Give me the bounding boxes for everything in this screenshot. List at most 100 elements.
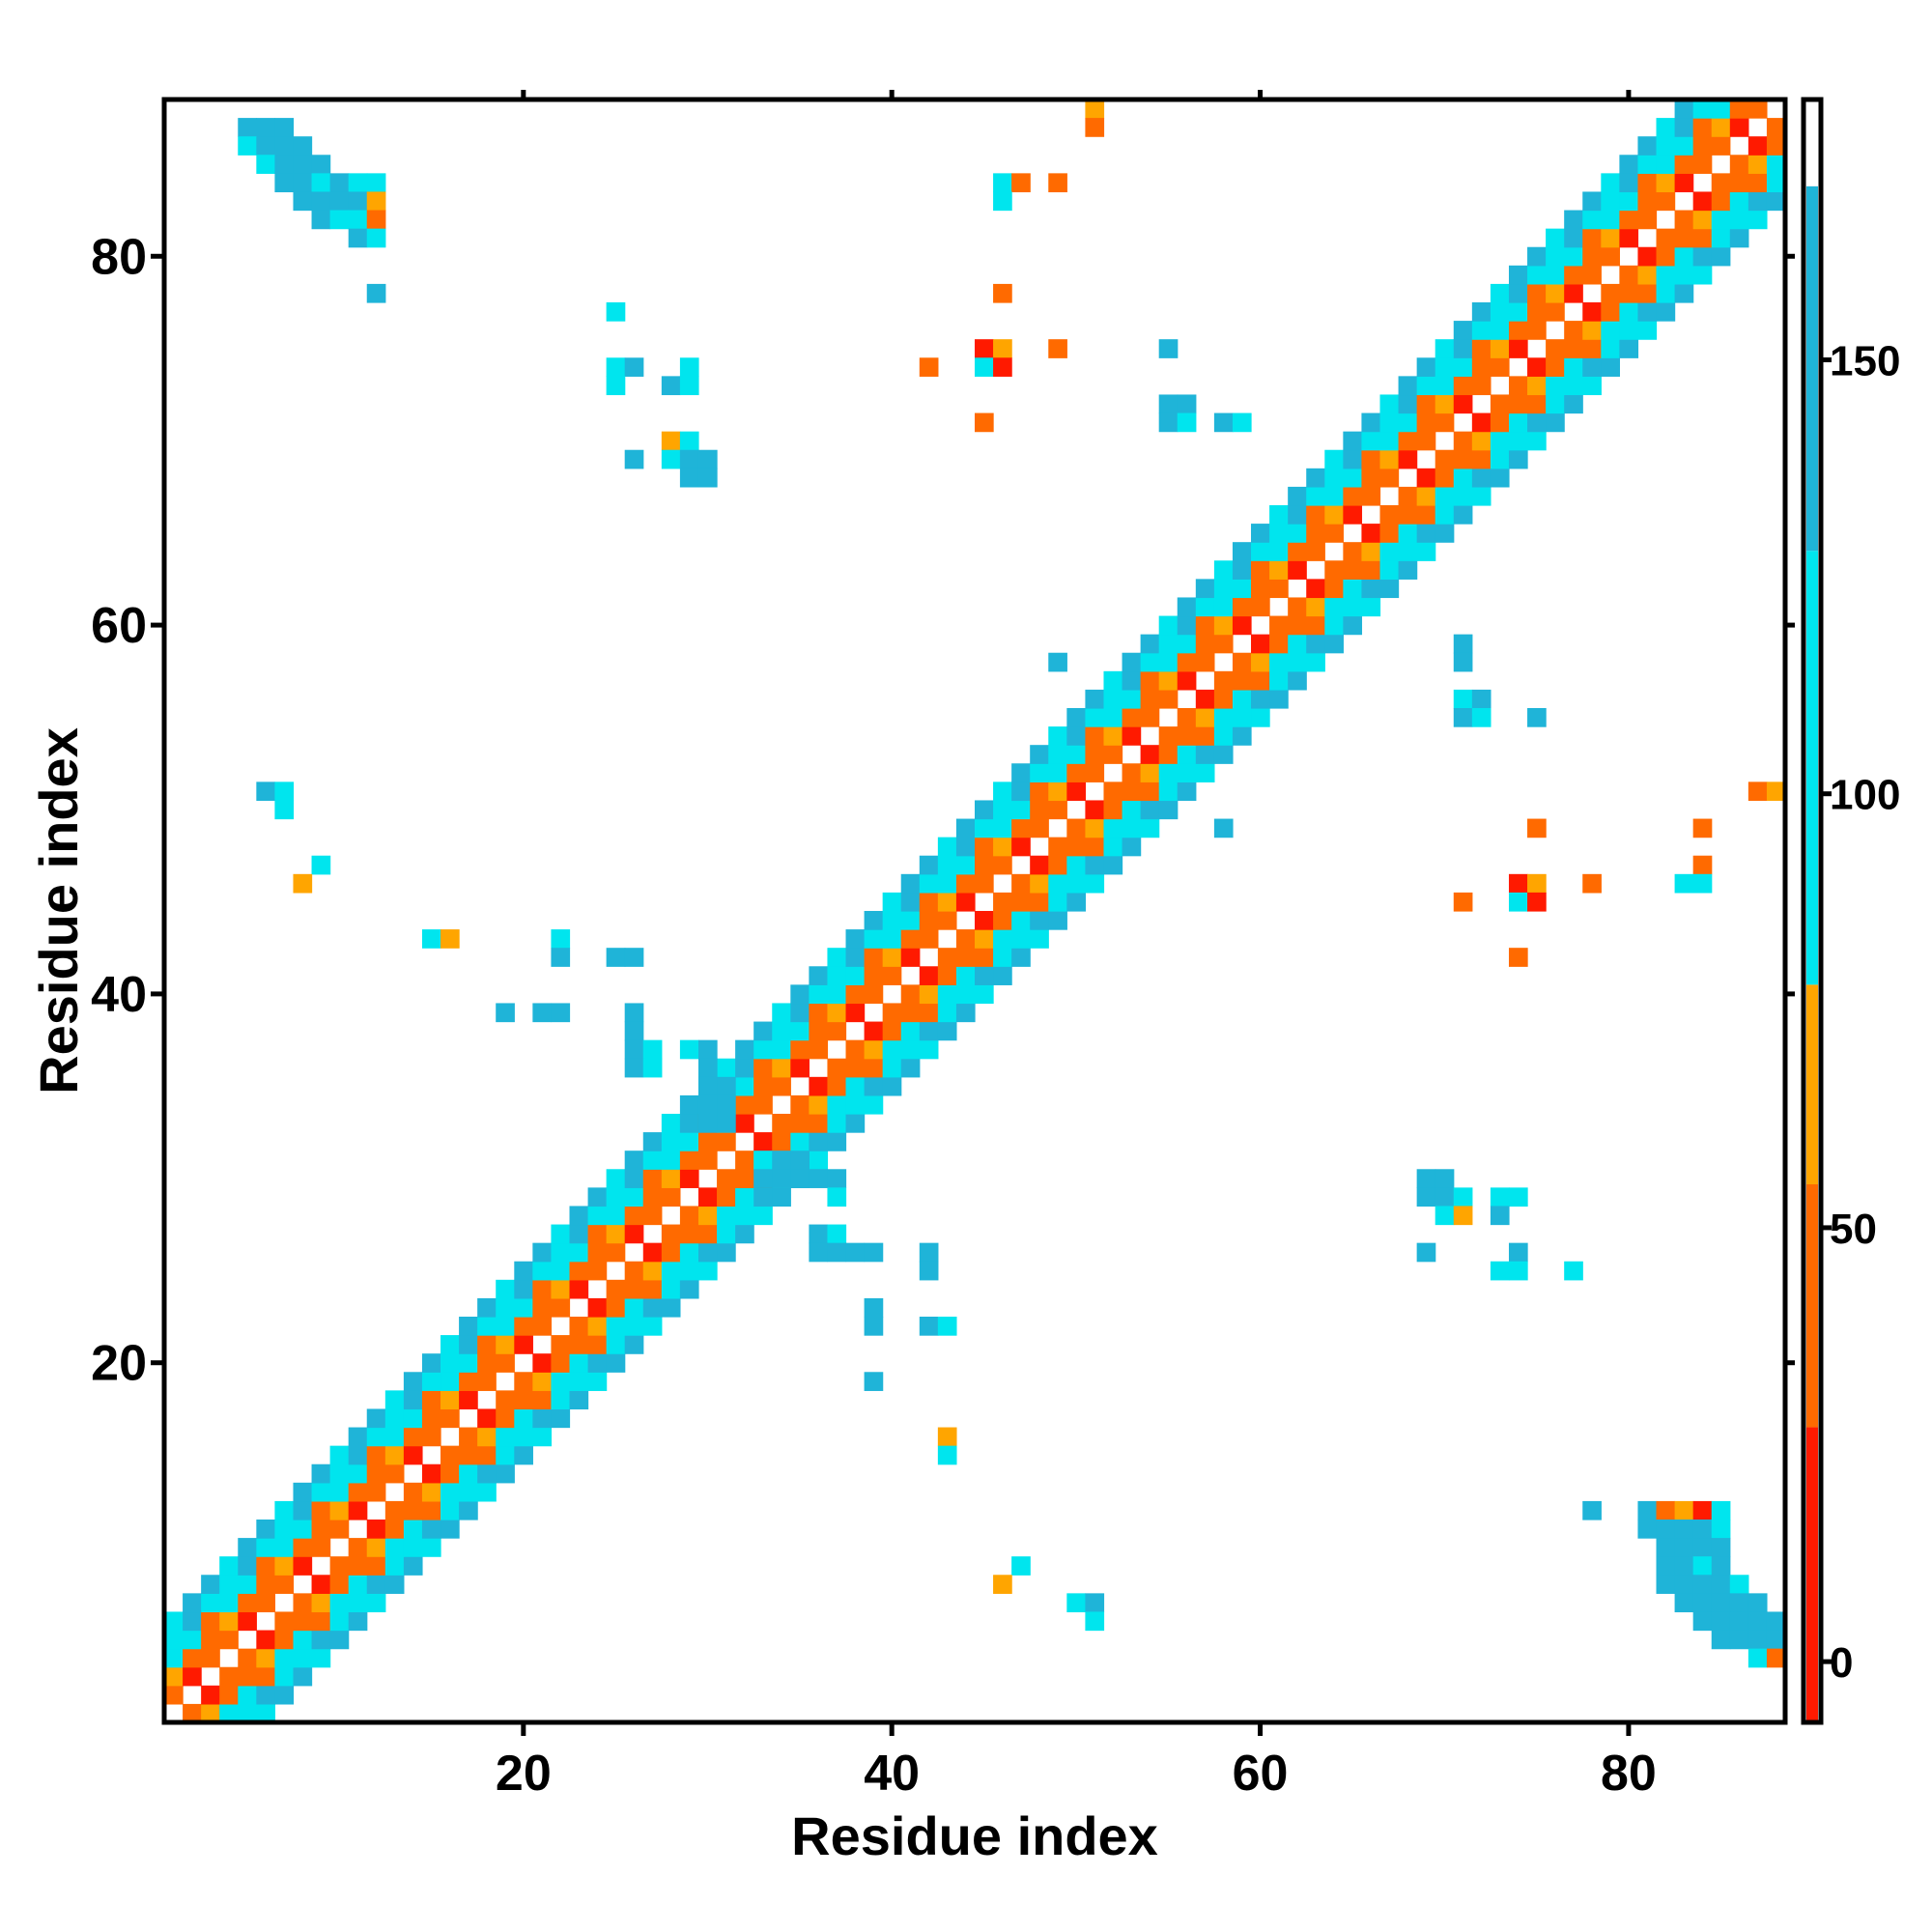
heatmap-cell xyxy=(606,376,626,396)
heatmap-cell xyxy=(900,1039,921,1060)
heatmap-cell xyxy=(311,191,331,212)
heatmap-cell xyxy=(1601,357,1620,377)
heatmap-cell xyxy=(1656,1575,1676,1594)
heatmap-cell xyxy=(697,1039,718,1060)
heatmap-cell xyxy=(1085,99,1105,119)
heatmap-cell xyxy=(661,1114,681,1133)
heatmap-cell xyxy=(1453,376,1473,396)
heatmap-cell xyxy=(1490,394,1510,414)
heatmap-cell xyxy=(1269,615,1289,636)
heatmap-cell xyxy=(753,1076,773,1096)
heatmap-cell xyxy=(440,1390,460,1410)
heatmap-cell xyxy=(809,1003,829,1023)
heatmap-cell xyxy=(1471,431,1492,451)
heatmap-cell xyxy=(1177,708,1197,727)
heatmap-cell xyxy=(1213,689,1234,709)
heatmap-cell xyxy=(1213,615,1234,636)
heatmap-cell xyxy=(993,837,1012,857)
heatmap-cell xyxy=(477,1372,497,1391)
heatmap-cell xyxy=(772,1021,791,1041)
heatmap-cell xyxy=(1692,855,1713,875)
heatmap-cell xyxy=(1692,1611,1713,1632)
heatmap-cell xyxy=(477,1408,497,1429)
heatmap-cell xyxy=(1398,486,1418,506)
heatmap-cell xyxy=(827,1114,847,1133)
heatmap-cell xyxy=(496,1297,515,1318)
heatmap-cell xyxy=(384,1445,405,1465)
heatmap-cell xyxy=(1711,118,1731,137)
heatmap-cell xyxy=(1085,855,1105,875)
heatmap-cell xyxy=(1306,542,1325,561)
heatmap-cell xyxy=(1508,1187,1528,1208)
heatmap-cell xyxy=(1692,191,1713,212)
heatmap-cell xyxy=(642,1279,663,1299)
heatmap-cell xyxy=(219,1556,239,1576)
heatmap-cell xyxy=(1140,652,1160,672)
heatmap-cell xyxy=(1288,615,1307,636)
heatmap-cell xyxy=(366,283,386,303)
heatmap-cell xyxy=(919,1039,939,1060)
heatmap-cell xyxy=(440,1335,460,1354)
heatmap-cell xyxy=(421,1500,441,1520)
heatmap-cell xyxy=(679,431,699,451)
heatmap-cell xyxy=(1269,542,1289,561)
heatmap-cell xyxy=(1582,210,1602,230)
heatmap-cell xyxy=(274,1500,295,1520)
heatmap-cell xyxy=(993,191,1012,212)
heatmap-cell xyxy=(809,1132,829,1151)
heatmap-cell xyxy=(329,1575,350,1594)
heatmap-cell xyxy=(1361,524,1381,543)
heatmap-cell xyxy=(1674,1575,1694,1594)
heatmap-cell xyxy=(679,1224,699,1244)
heatmap-cell xyxy=(1085,745,1105,764)
heatmap-cell xyxy=(624,1039,644,1060)
heatmap-cell xyxy=(1416,1169,1436,1188)
heatmap-cell xyxy=(975,800,994,820)
heatmap-cell xyxy=(1251,652,1270,672)
heatmap-cell xyxy=(1453,431,1473,451)
heatmap-cell xyxy=(587,1317,608,1336)
heatmap-cell xyxy=(975,948,994,967)
heatmap-cell xyxy=(1048,800,1067,820)
heatmap-cell xyxy=(1195,726,1215,746)
heatmap-cell xyxy=(219,1666,239,1687)
heatmap-cell xyxy=(201,1703,220,1723)
heatmap-cell xyxy=(1398,431,1418,451)
heatmap-cell xyxy=(735,1076,754,1096)
heatmap-cell xyxy=(919,966,939,985)
heatmap-cell xyxy=(1729,118,1749,137)
heatmap-cell xyxy=(1011,911,1031,930)
heatmap-cell xyxy=(661,1297,681,1318)
heatmap-cell xyxy=(1656,155,1676,174)
heatmap-cell xyxy=(477,1317,497,1336)
heatmap-cell xyxy=(1601,339,1620,358)
heatmap-cell xyxy=(311,1538,331,1557)
colorbar-tick-label: 50 xyxy=(1830,1206,1877,1253)
heatmap-cell xyxy=(496,1279,515,1299)
heatmap-cell xyxy=(937,1445,957,1465)
heatmap-cell xyxy=(1435,394,1455,414)
heatmap-cell xyxy=(1011,892,1031,912)
heatmap-cell xyxy=(551,1408,571,1429)
heatmap-cell xyxy=(1103,708,1123,727)
heatmap-cell xyxy=(459,1335,478,1354)
y-tick-label: 80 xyxy=(91,229,147,285)
heatmap-cell xyxy=(845,1076,866,1096)
heatmap-cell xyxy=(1692,246,1713,267)
heatmap-cell xyxy=(642,1206,663,1226)
heatmap-cell xyxy=(219,1685,239,1705)
heatmap-cell xyxy=(993,818,1012,838)
heatmap-cell xyxy=(1030,781,1049,802)
heatmap-cell xyxy=(274,136,295,156)
heatmap-cell xyxy=(1122,726,1142,746)
heatmap-cell xyxy=(1177,394,1197,414)
heatmap-cell xyxy=(1766,191,1786,212)
heatmap-cell xyxy=(293,136,313,156)
heatmap-cell xyxy=(1158,394,1179,414)
heatmap-cell xyxy=(955,984,976,1005)
heatmap-cell xyxy=(1508,412,1528,433)
heatmap-cell xyxy=(697,1187,718,1208)
heatmap-cell xyxy=(1343,505,1363,525)
heatmap-cell xyxy=(1048,745,1067,764)
x-axis-title: Residue index xyxy=(791,1805,1158,1866)
